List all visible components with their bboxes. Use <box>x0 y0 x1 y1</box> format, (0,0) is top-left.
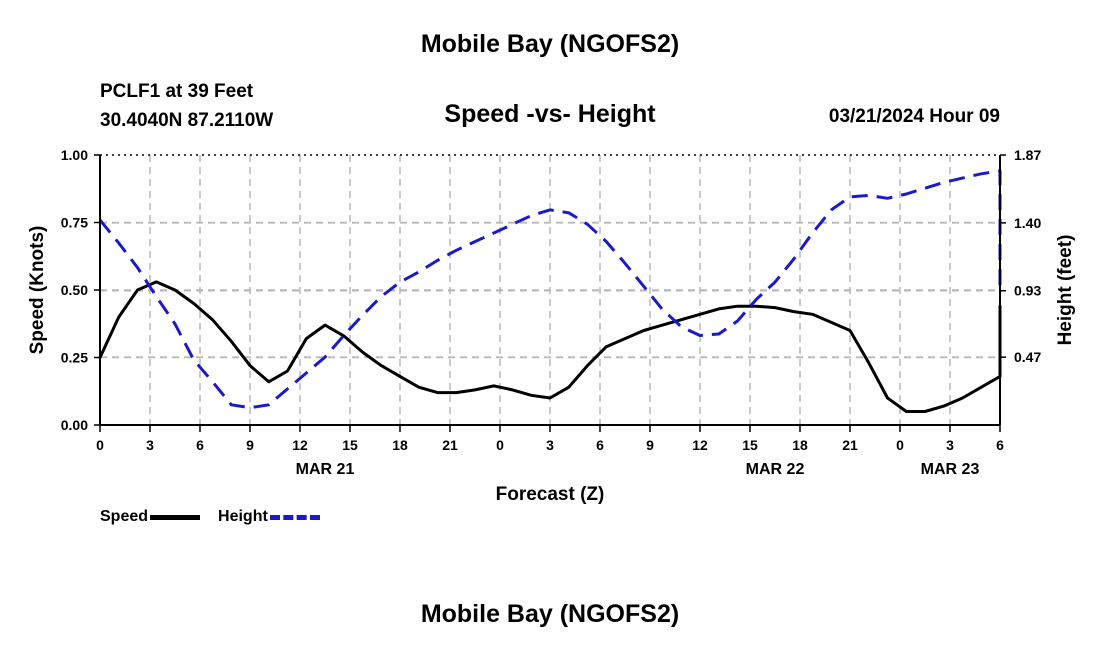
legend-height: Height <box>218 508 320 526</box>
series-line-speed <box>98 280 1002 413</box>
station-name: PCLF1 at 39 Feet <box>100 81 254 102</box>
x-tick-label: 0 <box>96 437 104 453</box>
chart-title: Mobile Bay (NGOFS2) <box>420 30 680 58</box>
legend: Speed Height <box>100 508 338 526</box>
y-left-tick-label: 0.50 <box>61 282 88 298</box>
y-right-tick-label: 1.40 <box>1014 215 1041 231</box>
x-tick-label: 6 <box>596 437 604 453</box>
x-tick-label: 9 <box>246 437 254 453</box>
x-axis-title: Forecast (Z) <box>496 484 605 505</box>
y-right-tick-label: 1.87 <box>1014 147 1041 163</box>
series-line-height <box>98 169 1002 410</box>
station-coordinates: 30.4040N 87.2110W <box>100 110 274 131</box>
legend-height-swatch <box>269 514 320 520</box>
y-left-axis-title: Speed (Knots) <box>27 226 48 355</box>
footer-title: Mobile Bay (NGOFS2) <box>420 600 680 628</box>
y-right-tick-label: 0.93 <box>1014 283 1041 299</box>
x-tick-label: 3 <box>146 437 154 453</box>
x-date-label: MAR 23 <box>921 461 980 478</box>
y-left-tick-label: 1.00 <box>61 147 88 163</box>
x-tick-label: 12 <box>292 437 308 453</box>
x-tick-label: 15 <box>742 437 758 453</box>
forecast-datetime: 03/21/2024 Hour 09 <box>828 106 1000 127</box>
x-tick-label: 0 <box>496 437 504 453</box>
y-left-tick-label: 0.75 <box>61 215 88 231</box>
legend-height-label: Height <box>218 508 268 525</box>
y-right-axis-title: Height (feet) <box>1055 235 1076 346</box>
x-tick-label: 0 <box>896 437 904 453</box>
x-tick-label: 18 <box>392 437 408 453</box>
x-tick-label: 3 <box>946 437 954 453</box>
x-tick-label: 9 <box>646 437 654 453</box>
chart-subtitle: Speed -vs- Height <box>444 100 656 128</box>
legend-speed: Speed <box>100 508 201 526</box>
legend-speed-label: Speed <box>100 508 149 525</box>
x-tick-label: 21 <box>442 437 458 453</box>
x-tick-label: 6 <box>996 437 1004 453</box>
legend-speed-swatch <box>150 514 201 520</box>
x-date-label: MAR 21 <box>296 461 355 478</box>
x-tick-label: 12 <box>692 437 708 453</box>
x-date-label: MAR 22 <box>746 461 805 478</box>
y-left-tick-label: 0.25 <box>61 350 88 366</box>
x-tick-label: 15 <box>342 437 358 453</box>
y-left-tick-label: 0.00 <box>61 417 88 433</box>
x-tick-label: 6 <box>196 437 204 453</box>
y-right-tick-label: 0.47 <box>1014 349 1041 365</box>
x-tick-label: 18 <box>792 437 808 453</box>
x-tick-label: 21 <box>842 437 858 453</box>
station-info: PCLF1 at 39 Feet 30.4040N 87.2110W <box>100 77 273 135</box>
x-tick-label: 3 <box>546 437 554 453</box>
